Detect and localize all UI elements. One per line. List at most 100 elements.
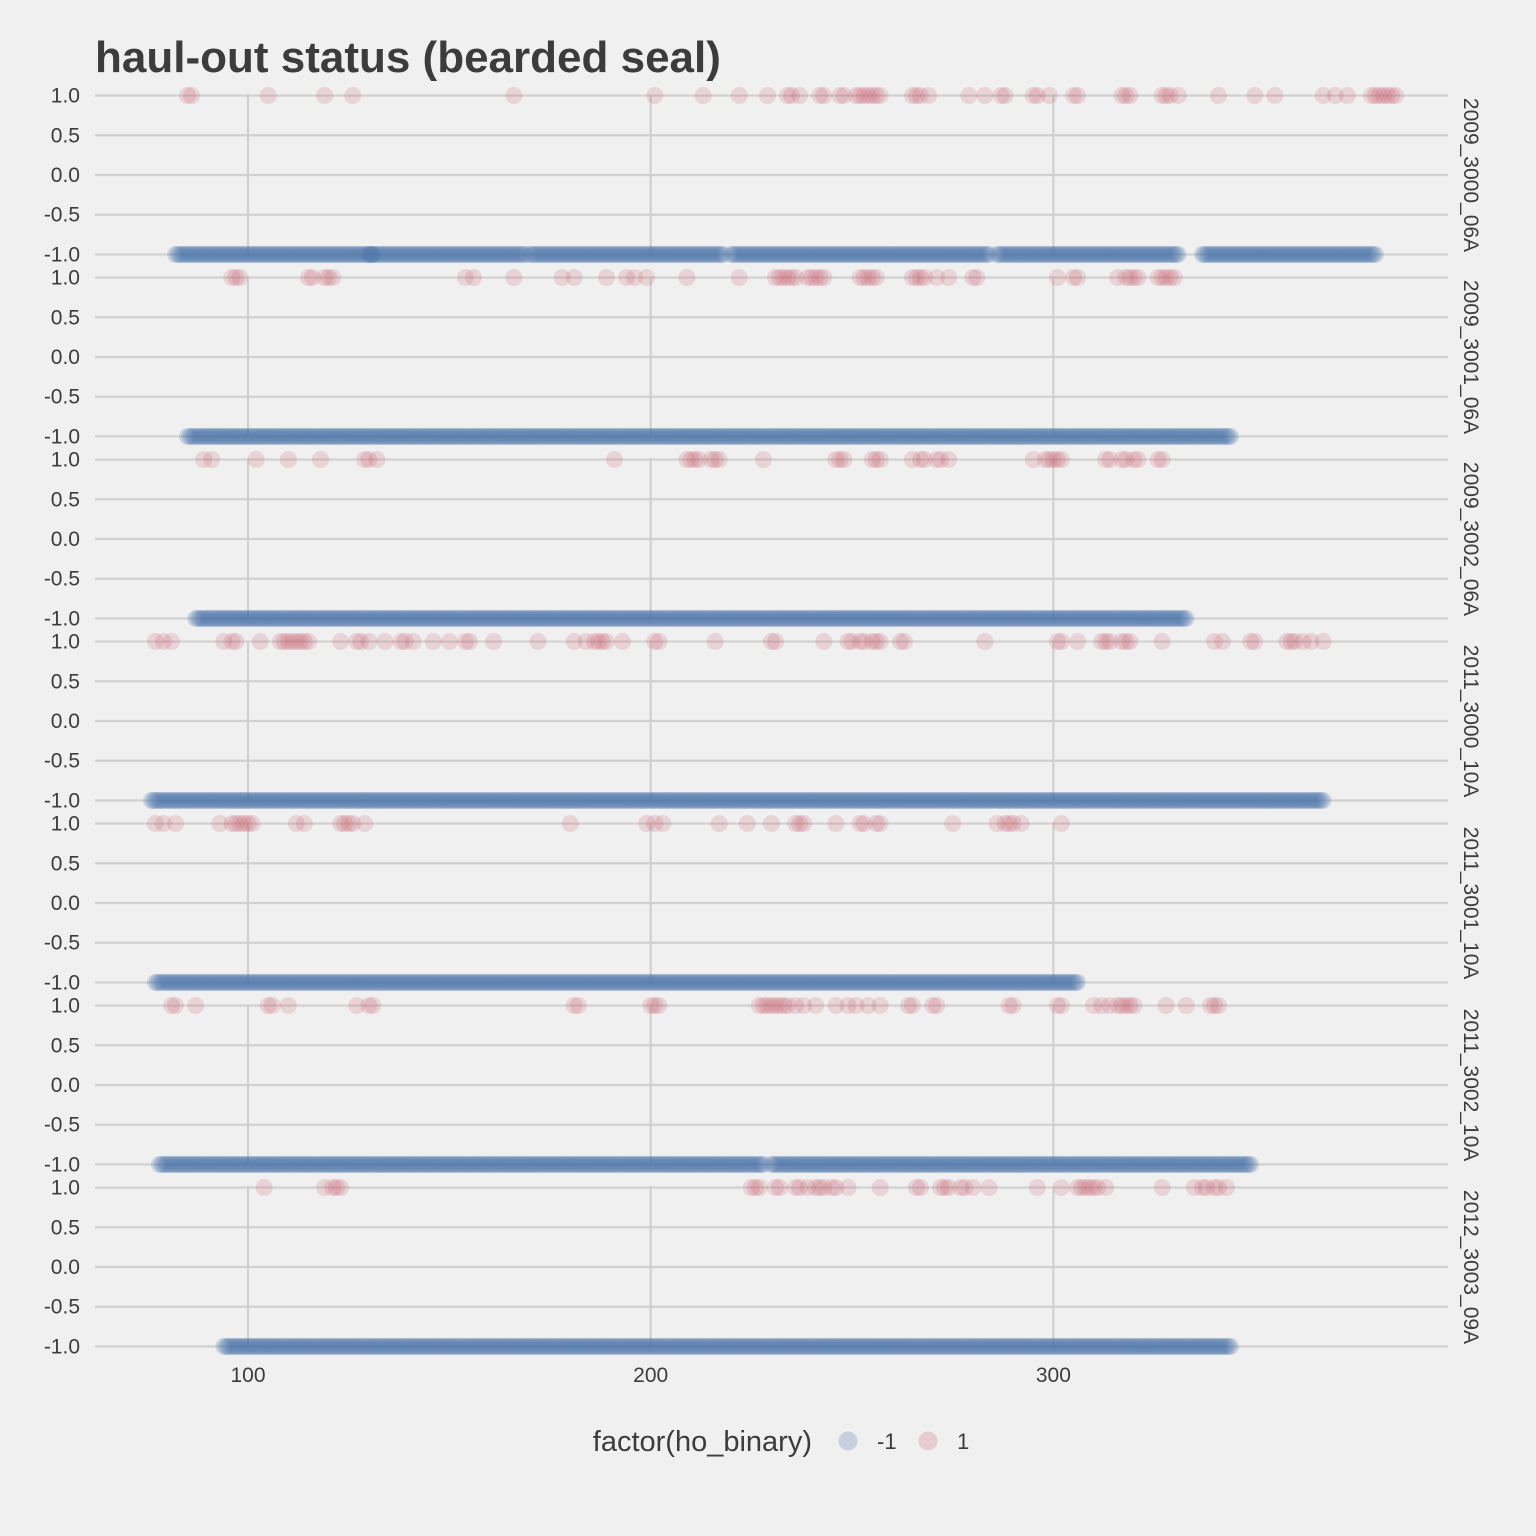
point-haulout-neg xyxy=(211,427,229,445)
point-haulout-neg xyxy=(360,609,378,627)
point-haulout-neg xyxy=(1091,609,1109,627)
point-haulout-neg xyxy=(340,427,358,445)
point-haulout-neg xyxy=(1123,245,1141,263)
point-haulout-neg xyxy=(1079,609,1097,627)
point-haulout-neg xyxy=(944,609,962,627)
point-haulout-neg xyxy=(724,609,742,627)
point-haulout-neg xyxy=(700,427,718,445)
point-haulout-neg xyxy=(420,609,438,627)
point-haulout-neg xyxy=(332,245,350,263)
point-haulout-neg xyxy=(1161,245,1179,263)
point-haulout-neg xyxy=(1052,245,1070,263)
point-haulout-neg xyxy=(253,609,271,627)
point-haulout-neg xyxy=(1121,609,1139,627)
point-haulout-neg xyxy=(477,609,495,627)
point-haulout-neg xyxy=(521,609,539,627)
point-haulout-neg xyxy=(611,245,629,263)
point-haulout-neg xyxy=(732,427,750,445)
point-haulout-neg xyxy=(787,427,805,445)
point-haulout-neg xyxy=(634,609,652,627)
point-haulout-pos xyxy=(183,87,201,105)
point-haulout-neg xyxy=(309,427,327,445)
point-haulout-neg xyxy=(1014,609,1032,627)
point-haulout-neg xyxy=(374,609,392,627)
point-haulout-pos xyxy=(1314,633,1332,651)
point-haulout-neg xyxy=(638,427,656,445)
point-haulout-neg xyxy=(793,245,811,263)
point-haulout-neg xyxy=(1248,245,1266,263)
point-haulout-neg xyxy=(563,427,581,445)
point-haulout-pos xyxy=(167,997,185,1015)
point-haulout-neg xyxy=(1216,245,1234,263)
point-haulout-neg xyxy=(1131,427,1149,445)
point-haulout-neg xyxy=(374,245,392,263)
y-tick-label: 1.0 xyxy=(51,631,80,654)
point-haulout-neg xyxy=(972,245,990,263)
point-haulout-neg xyxy=(664,245,682,263)
point-haulout-neg xyxy=(227,791,245,809)
point-haulout-neg xyxy=(473,427,491,445)
point-haulout-neg xyxy=(873,245,891,263)
point-haulout-neg xyxy=(334,245,352,263)
point-haulout-pos xyxy=(911,451,929,469)
point-haulout-neg xyxy=(229,791,247,809)
point-haulout-neg xyxy=(533,245,551,263)
point-haulout-neg xyxy=(843,245,861,263)
point-haulout-neg xyxy=(1073,609,1091,627)
point-haulout-neg xyxy=(328,245,346,263)
point-haulout-pos xyxy=(682,451,700,469)
point-haulout-neg xyxy=(1028,609,1046,627)
point-haulout-pos xyxy=(750,1179,768,1197)
point-haulout-neg xyxy=(1169,609,1187,627)
point-haulout-pos xyxy=(738,815,756,833)
point-haulout-neg xyxy=(485,427,503,445)
point-haulout-pos xyxy=(815,633,833,651)
point-haulout-neg xyxy=(281,609,299,627)
point-haulout-neg xyxy=(277,791,295,809)
point-haulout-pos xyxy=(1028,1179,1046,1197)
point-haulout-neg xyxy=(305,427,323,445)
point-haulout-neg xyxy=(211,245,229,263)
point-haulout-pos xyxy=(320,269,338,287)
point-haulout-neg xyxy=(835,609,853,627)
facet-strip-label: 2012_3003_09A xyxy=(1459,1190,1482,1344)
point-haulout-neg xyxy=(1028,427,1046,445)
point-haulout-neg xyxy=(366,245,384,263)
point-haulout-neg xyxy=(322,427,340,445)
point-haulout-neg xyxy=(799,245,817,263)
point-haulout-neg xyxy=(952,245,970,263)
point-haulout-neg xyxy=(189,427,207,445)
point-haulout-neg xyxy=(299,245,317,263)
point-haulout-neg xyxy=(1081,609,1099,627)
point-haulout-neg xyxy=(251,245,269,263)
y-tick-label: 0.0 xyxy=(51,346,80,369)
point-haulout-neg xyxy=(426,245,444,263)
point-haulout-neg xyxy=(791,427,809,445)
point-haulout-neg xyxy=(283,609,301,627)
point-haulout-neg xyxy=(469,427,487,445)
point-haulout-pos xyxy=(424,633,442,651)
point-haulout-pos xyxy=(859,87,877,105)
point-haulout-neg xyxy=(1040,245,1058,263)
point-haulout-neg xyxy=(1276,245,1294,263)
point-haulout-neg xyxy=(867,245,885,263)
point-haulout-neg xyxy=(1121,427,1139,445)
point-haulout-neg xyxy=(603,245,621,263)
point-haulout-neg xyxy=(662,427,680,445)
point-haulout-neg xyxy=(267,791,285,809)
point-haulout-neg xyxy=(1207,245,1225,263)
point-haulout-neg xyxy=(1093,245,1111,263)
point-haulout-neg xyxy=(607,609,625,627)
point-haulout-neg xyxy=(682,427,700,445)
point-haulout-pos xyxy=(763,815,780,833)
point-haulout-neg xyxy=(309,609,327,627)
point-haulout-neg xyxy=(1103,609,1121,627)
point-haulout-neg xyxy=(541,245,559,263)
point-haulout-neg xyxy=(1365,245,1383,263)
point-haulout-neg xyxy=(1207,427,1225,445)
point-haulout-neg xyxy=(1056,245,1074,263)
point-haulout-neg xyxy=(883,609,901,627)
point-haulout-neg xyxy=(716,609,734,627)
point-haulout-neg xyxy=(1143,245,1161,263)
point-haulout-neg xyxy=(1226,245,1244,263)
